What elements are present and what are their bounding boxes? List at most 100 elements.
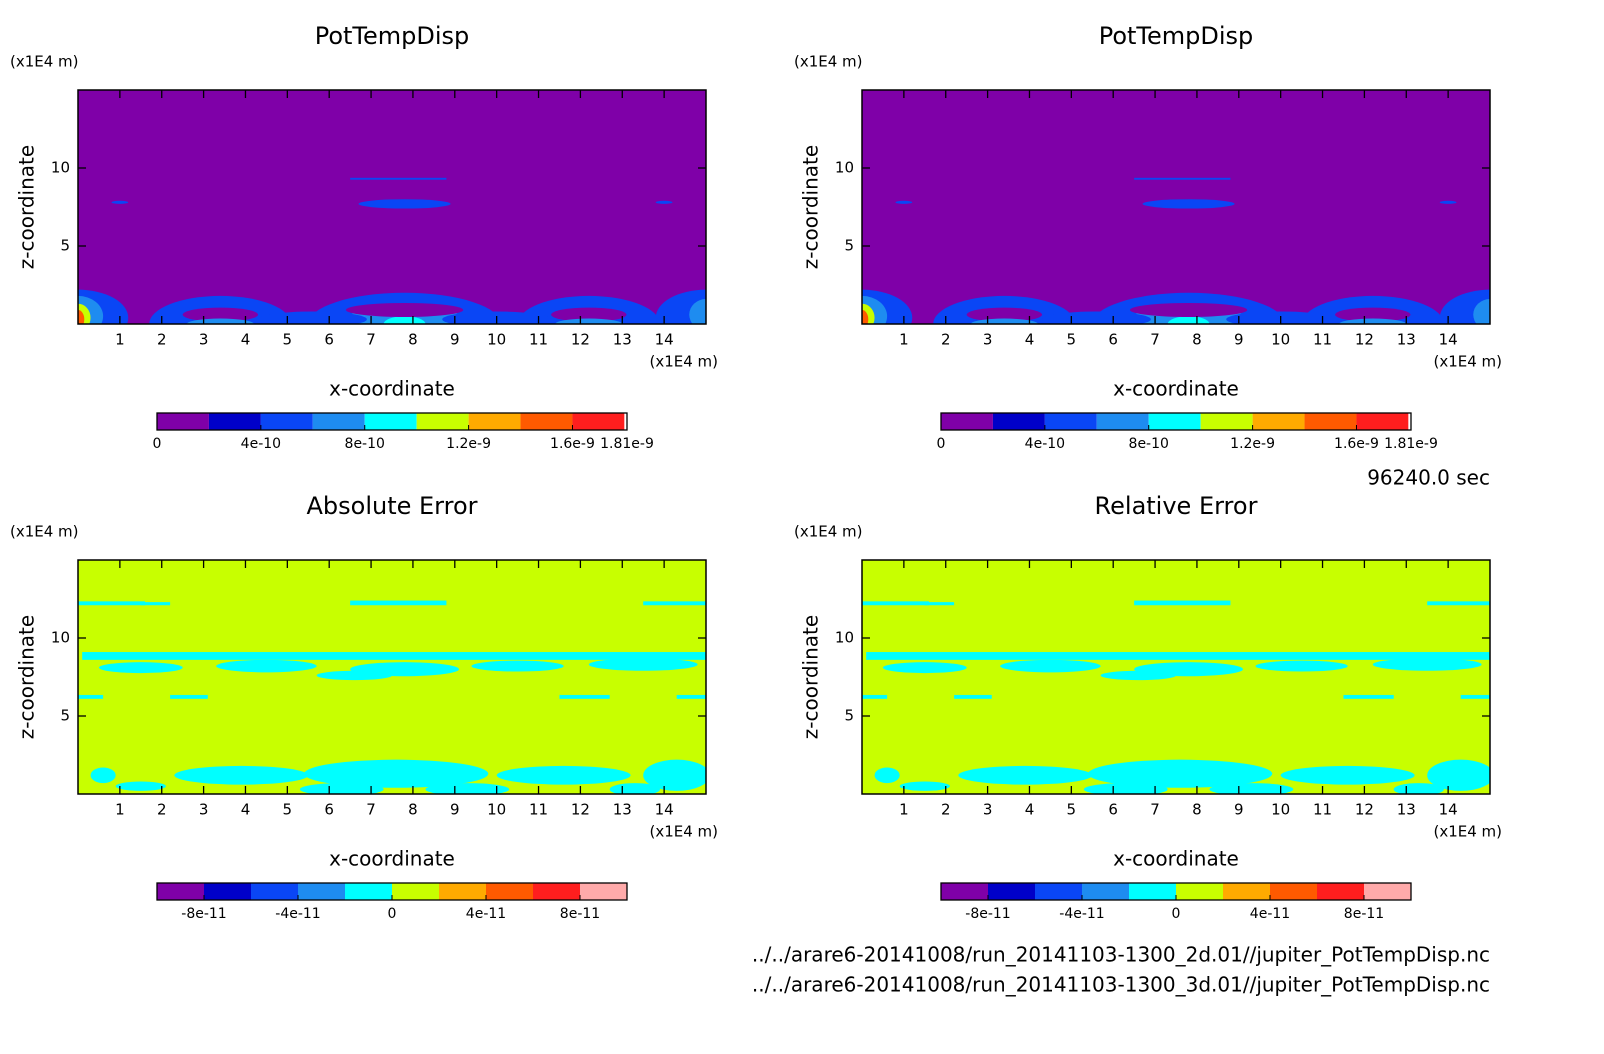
- x-tick-label: 7: [1150, 331, 1160, 349]
- x-tick-label: 2: [157, 331, 167, 349]
- colorbar-segment: [392, 883, 439, 900]
- x-tick-label: 6: [324, 331, 334, 349]
- colorbar-tick-label: 4e-10: [241, 436, 281, 452]
- colorbar-segment: [260, 413, 313, 430]
- contour-region: [1280, 765, 1415, 785]
- x-tick-label: 5: [283, 331, 293, 349]
- contour-region: [425, 783, 510, 794]
- colorbar-segment: [1129, 883, 1176, 900]
- contour-region: [496, 765, 631, 785]
- x-tick-label: 6: [324, 801, 334, 819]
- x-unit: (x1E4 m): [649, 353, 718, 371]
- contour-region: [559, 694, 610, 699]
- colorbar-segment: [1304, 413, 1357, 430]
- colorbar-tick-label: 1.2e-9: [446, 436, 491, 452]
- x-unit: (x1E4 m): [649, 823, 718, 841]
- contour-region: [1167, 316, 1210, 324]
- x-axis-label: x-coordinate: [329, 847, 455, 871]
- colorbar-segment: [992, 413, 1045, 430]
- y-tick-label: 10: [51, 629, 70, 647]
- contour-region: [111, 200, 129, 204]
- contour-region: [882, 662, 967, 674]
- y-unit: (x1E4 m): [794, 523, 863, 541]
- y-tick-label: 10: [835, 159, 854, 177]
- x-tick-label: 10: [487, 331, 506, 349]
- y-axis-label: z-coordinate: [799, 615, 823, 739]
- colorbar-tick-label: 0: [937, 436, 946, 452]
- contour-region: [1460, 694, 1490, 699]
- contour-region: [655, 200, 673, 204]
- x-tick-label: 3: [983, 331, 993, 349]
- contour-region: [1134, 600, 1231, 606]
- time-label: 96240.0 sec: [1367, 466, 1490, 490]
- colorbar-segment: [1356, 413, 1409, 430]
- x-tick-label: 8: [1192, 331, 1202, 349]
- contour-region: [82, 652, 706, 660]
- contour-field: [862, 90, 1490, 324]
- x-tick-label: 3: [199, 801, 209, 819]
- colorbar-segment: [298, 883, 345, 900]
- contour-background: [862, 560, 1490, 794]
- colorbar-tick-label: 8e-11: [1344, 906, 1384, 922]
- colorbar-segment: [312, 413, 365, 430]
- colorbar-tick-label: 1.81e-9: [1384, 436, 1438, 452]
- colorbar-segment: [580, 883, 627, 900]
- y-tick-label: 5: [844, 707, 854, 725]
- x-unit: (x1E4 m): [1433, 353, 1502, 371]
- x-tick-label: 8: [408, 801, 418, 819]
- x-tick-label: 12: [1355, 331, 1374, 349]
- contour-region: [90, 767, 116, 784]
- contour-region: [643, 759, 706, 791]
- panel-title: PotTempDisp: [315, 22, 470, 50]
- colorbar-segment: [364, 413, 417, 430]
- contour-region: [1000, 659, 1101, 673]
- y-axis-label: z-coordinate: [15, 615, 39, 739]
- contour-region: [471, 660, 564, 672]
- colorbar-tick-label: -4e-11: [1059, 906, 1104, 922]
- x-tick-label: 11: [529, 331, 548, 349]
- colorbar-tick-label: 0: [1172, 906, 1181, 922]
- x-tick-label: 7: [366, 801, 376, 819]
- x-tick-label: 9: [450, 801, 460, 819]
- y-tick-label: 5: [844, 237, 854, 255]
- colorbar-segment: [1148, 413, 1201, 430]
- colorbar-segment: [1082, 883, 1129, 900]
- y-unit: (x1E4 m): [10, 523, 79, 541]
- contour-region: [304, 759, 489, 788]
- colorbar-tick-label: -4e-11: [275, 906, 320, 922]
- colorbar-segment: [533, 883, 580, 900]
- x-tick-label: 13: [613, 801, 632, 819]
- y-tick-label: 10: [835, 629, 854, 647]
- y-axis-label: z-coordinate: [799, 145, 823, 269]
- contour-region: [170, 694, 208, 699]
- contour-field: [78, 560, 706, 794]
- panel-title: PotTempDisp: [1099, 22, 1254, 50]
- colorbar-tick-label: 1.6e-9: [550, 436, 595, 452]
- x-tick-label: 14: [655, 801, 674, 819]
- colorbar-tick-label: 1.2e-9: [1230, 436, 1275, 452]
- contour-region: [98, 662, 183, 674]
- x-tick-label: 5: [1067, 331, 1077, 349]
- contour-region: [1142, 199, 1235, 209]
- colorbar-segment: [624, 413, 627, 430]
- x-tick-label: 4: [241, 331, 251, 349]
- contour-region: [258, 311, 367, 324]
- x-tick-label: 12: [1355, 801, 1374, 819]
- x-tick-label: 1: [899, 331, 909, 349]
- x-tick-label: 13: [1397, 801, 1416, 819]
- colorbar-segment: [486, 883, 533, 900]
- x-tick-label: 14: [1439, 801, 1458, 819]
- x-axis-label: x-coordinate: [1113, 847, 1239, 871]
- contour-field: [78, 90, 706, 324]
- colorbar-segment: [468, 413, 521, 430]
- x-tick-label: 10: [1271, 801, 1290, 819]
- y-unit: (x1E4 m): [10, 53, 79, 71]
- colorbar-segment: [1200, 413, 1253, 430]
- plot-frame: [861, 559, 1491, 795]
- x-tick-label: 9: [1234, 801, 1244, 819]
- colorbar-tick-label: 1.81e-9: [600, 436, 654, 452]
- x-tick-label: 11: [1313, 331, 1332, 349]
- y-unit: (x1E4 m): [794, 53, 863, 71]
- contour-region: [555, 318, 623, 324]
